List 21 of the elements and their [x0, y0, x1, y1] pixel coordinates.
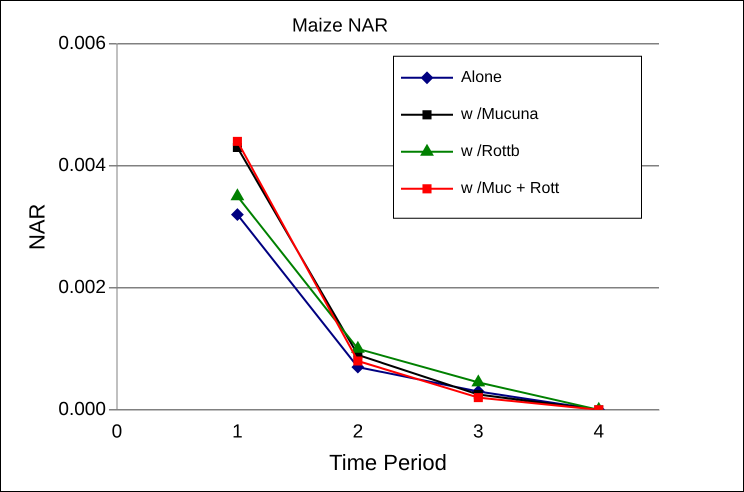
- y-tick-label: 0.004: [58, 155, 106, 176]
- legend-label: w /Rottb: [460, 143, 520, 160]
- x-tick-label: 3: [473, 421, 484, 442]
- y-tick-label: 0.000: [58, 399, 106, 420]
- x-tick-label: 4: [593, 421, 604, 442]
- point: [232, 136, 242, 146]
- legend-label: w /Muc + Rott: [460, 180, 560, 198]
- y-axis-title: NAR: [24, 204, 50, 250]
- chart-title: Maize NAR: [292, 16, 388, 37]
- legend-label: w /Mucuna: [460, 106, 538, 124]
- point: [474, 393, 483, 402]
- legend-label: Alone: [461, 69, 502, 86]
- point: [231, 208, 244, 221]
- point: [353, 356, 362, 366]
- point: [231, 189, 244, 200]
- y-tick-label: 0.006: [58, 33, 106, 54]
- x-axis-title: Time Period: [329, 450, 447, 475]
- x-tick-label: 1: [232, 421, 243, 442]
- x-tick-label: 2: [352, 421, 364, 442]
- y-tick-label: 0.002: [58, 277, 106, 298]
- x-tick-label: 0: [112, 421, 122, 442]
